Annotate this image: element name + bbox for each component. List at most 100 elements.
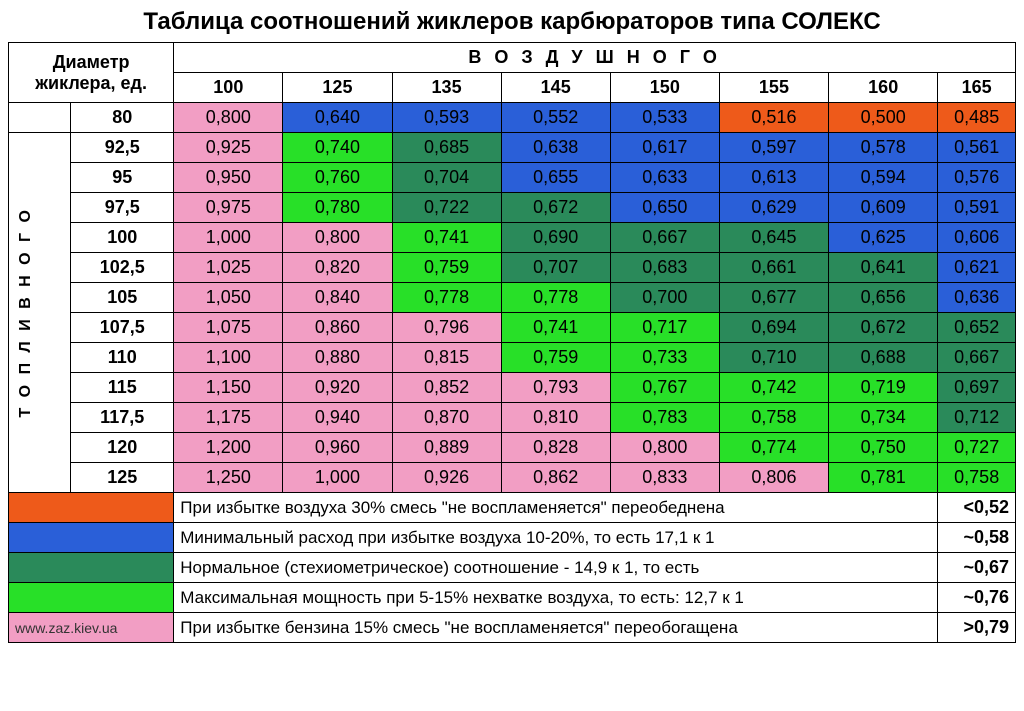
cell-1-3: 0,638 <box>501 133 610 163</box>
cell-7-4: 0,717 <box>610 313 719 343</box>
cell-2-6: 0,594 <box>829 163 938 193</box>
air-header-0: 100 <box>174 73 283 103</box>
cell-4-5: 0,645 <box>719 223 828 253</box>
cell-11-7: 0,727 <box>938 433 1016 463</box>
cell-12-6: 0,781 <box>829 463 938 493</box>
cell-5-6: 0,641 <box>829 253 938 283</box>
fuel-label-7: 107,5 <box>71 313 174 343</box>
cell-1-1: 0,740 <box>283 133 392 163</box>
legend-text-0: При избытке воздуха 30% смесь "не воспла… <box>174 493 938 523</box>
fuel-label-2: 95 <box>71 163 174 193</box>
cell-8-7: 0,667 <box>938 343 1016 373</box>
legend-swatch-2 <box>9 553 174 583</box>
cell-4-0: 1,000 <box>174 223 283 253</box>
cell-0-3: 0,552 <box>501 103 610 133</box>
cell-0-7: 0,485 <box>938 103 1016 133</box>
cell-3-0: 0,975 <box>174 193 283 223</box>
cell-11-3: 0,828 <box>501 433 610 463</box>
cell-9-3: 0,793 <box>501 373 610 403</box>
legend-text-1: Минимальный расход при избытке воздуха 1… <box>174 523 938 553</box>
legend-swatch-3 <box>9 583 174 613</box>
cell-12-4: 0,833 <box>610 463 719 493</box>
cell-6-5: 0,677 <box>719 283 828 313</box>
cell-0-1: 0,640 <box>283 103 392 133</box>
cell-1-5: 0,597 <box>719 133 828 163</box>
cell-8-5: 0,710 <box>719 343 828 373</box>
cell-1-0: 0,925 <box>174 133 283 163</box>
watermark: www.zaz.kiev.ua <box>9 613 174 643</box>
air-header-3: 145 <box>501 73 610 103</box>
cell-9-1: 0,920 <box>283 373 392 403</box>
cell-0-4: 0,533 <box>610 103 719 133</box>
cell-3-1: 0,780 <box>283 193 392 223</box>
fuel-label-10: 117,5 <box>71 403 174 433</box>
legend-val-2: ~0,67 <box>938 553 1016 583</box>
cell-3-2: 0,722 <box>392 193 501 223</box>
cell-0-6: 0,500 <box>829 103 938 133</box>
cell-4-4: 0,667 <box>610 223 719 253</box>
legend-text-3: Максимальная мощность при 5-15% нехватке… <box>174 583 938 613</box>
cell-5-2: 0,759 <box>392 253 501 283</box>
cell-11-6: 0,750 <box>829 433 938 463</box>
fuel-label-3: 97,5 <box>71 193 174 223</box>
air-header-2: 135 <box>392 73 501 103</box>
cell-4-1: 0,800 <box>283 223 392 253</box>
fuel-group-label: Т О П Л И В Н О Г О <box>9 133 71 493</box>
fuel-label-11: 120 <box>71 433 174 463</box>
air-header-4: 150 <box>610 73 719 103</box>
legend-text-4: При избытке бензина 15% смесь "не воспла… <box>174 613 938 643</box>
side-empty <box>9 103 71 133</box>
cell-8-3: 0,759 <box>501 343 610 373</box>
cell-2-2: 0,704 <box>392 163 501 193</box>
cell-2-1: 0,760 <box>283 163 392 193</box>
fuel-label-5: 102,5 <box>71 253 174 283</box>
cell-0-0: 0,800 <box>174 103 283 133</box>
cell-8-6: 0,688 <box>829 343 938 373</box>
fuel-label-0: 80 <box>71 103 174 133</box>
cell-9-2: 0,852 <box>392 373 501 403</box>
cell-5-7: 0,621 <box>938 253 1016 283</box>
cell-3-7: 0,591 <box>938 193 1016 223</box>
cell-12-2: 0,926 <box>392 463 501 493</box>
legend-val-1: ~0,58 <box>938 523 1016 553</box>
cell-4-7: 0,606 <box>938 223 1016 253</box>
cell-7-2: 0,796 <box>392 313 501 343</box>
cell-7-0: 1,075 <box>174 313 283 343</box>
legend-val-3: ~0,76 <box>938 583 1016 613</box>
cell-0-2: 0,593 <box>392 103 501 133</box>
air-header-1: 125 <box>283 73 392 103</box>
cell-4-3: 0,690 <box>501 223 610 253</box>
fuel-label-12: 125 <box>71 463 174 493</box>
cell-1-4: 0,617 <box>610 133 719 163</box>
cell-8-4: 0,733 <box>610 343 719 373</box>
cell-12-1: 1,000 <box>283 463 392 493</box>
cell-4-6: 0,625 <box>829 223 938 253</box>
cell-11-5: 0,774 <box>719 433 828 463</box>
corner-label: Диаметржиклера, ед. <box>9 43 174 103</box>
air-header-7: 165 <box>938 73 1016 103</box>
cell-1-7: 0,561 <box>938 133 1016 163</box>
cell-0-5: 0,516 <box>719 103 828 133</box>
cell-7-7: 0,652 <box>938 313 1016 343</box>
cell-6-4: 0,700 <box>610 283 719 313</box>
cell-6-7: 0,636 <box>938 283 1016 313</box>
cell-11-1: 0,960 <box>283 433 392 463</box>
cell-2-7: 0,576 <box>938 163 1016 193</box>
cell-3-5: 0,629 <box>719 193 828 223</box>
cell-3-6: 0,609 <box>829 193 938 223</box>
cell-12-0: 1,250 <box>174 463 283 493</box>
cell-5-3: 0,707 <box>501 253 610 283</box>
cell-10-6: 0,734 <box>829 403 938 433</box>
cell-6-2: 0,778 <box>392 283 501 313</box>
cell-9-5: 0,742 <box>719 373 828 403</box>
air-group-label: В О З Д У Ш Н О Г О <box>174 43 1016 73</box>
cell-8-1: 0,880 <box>283 343 392 373</box>
fuel-label-4: 100 <box>71 223 174 253</box>
cell-6-6: 0,656 <box>829 283 938 313</box>
cell-5-5: 0,661 <box>719 253 828 283</box>
air-header-6: 160 <box>829 73 938 103</box>
cell-4-2: 0,741 <box>392 223 501 253</box>
cell-12-5: 0,806 <box>719 463 828 493</box>
cell-10-7: 0,712 <box>938 403 1016 433</box>
cell-10-2: 0,870 <box>392 403 501 433</box>
